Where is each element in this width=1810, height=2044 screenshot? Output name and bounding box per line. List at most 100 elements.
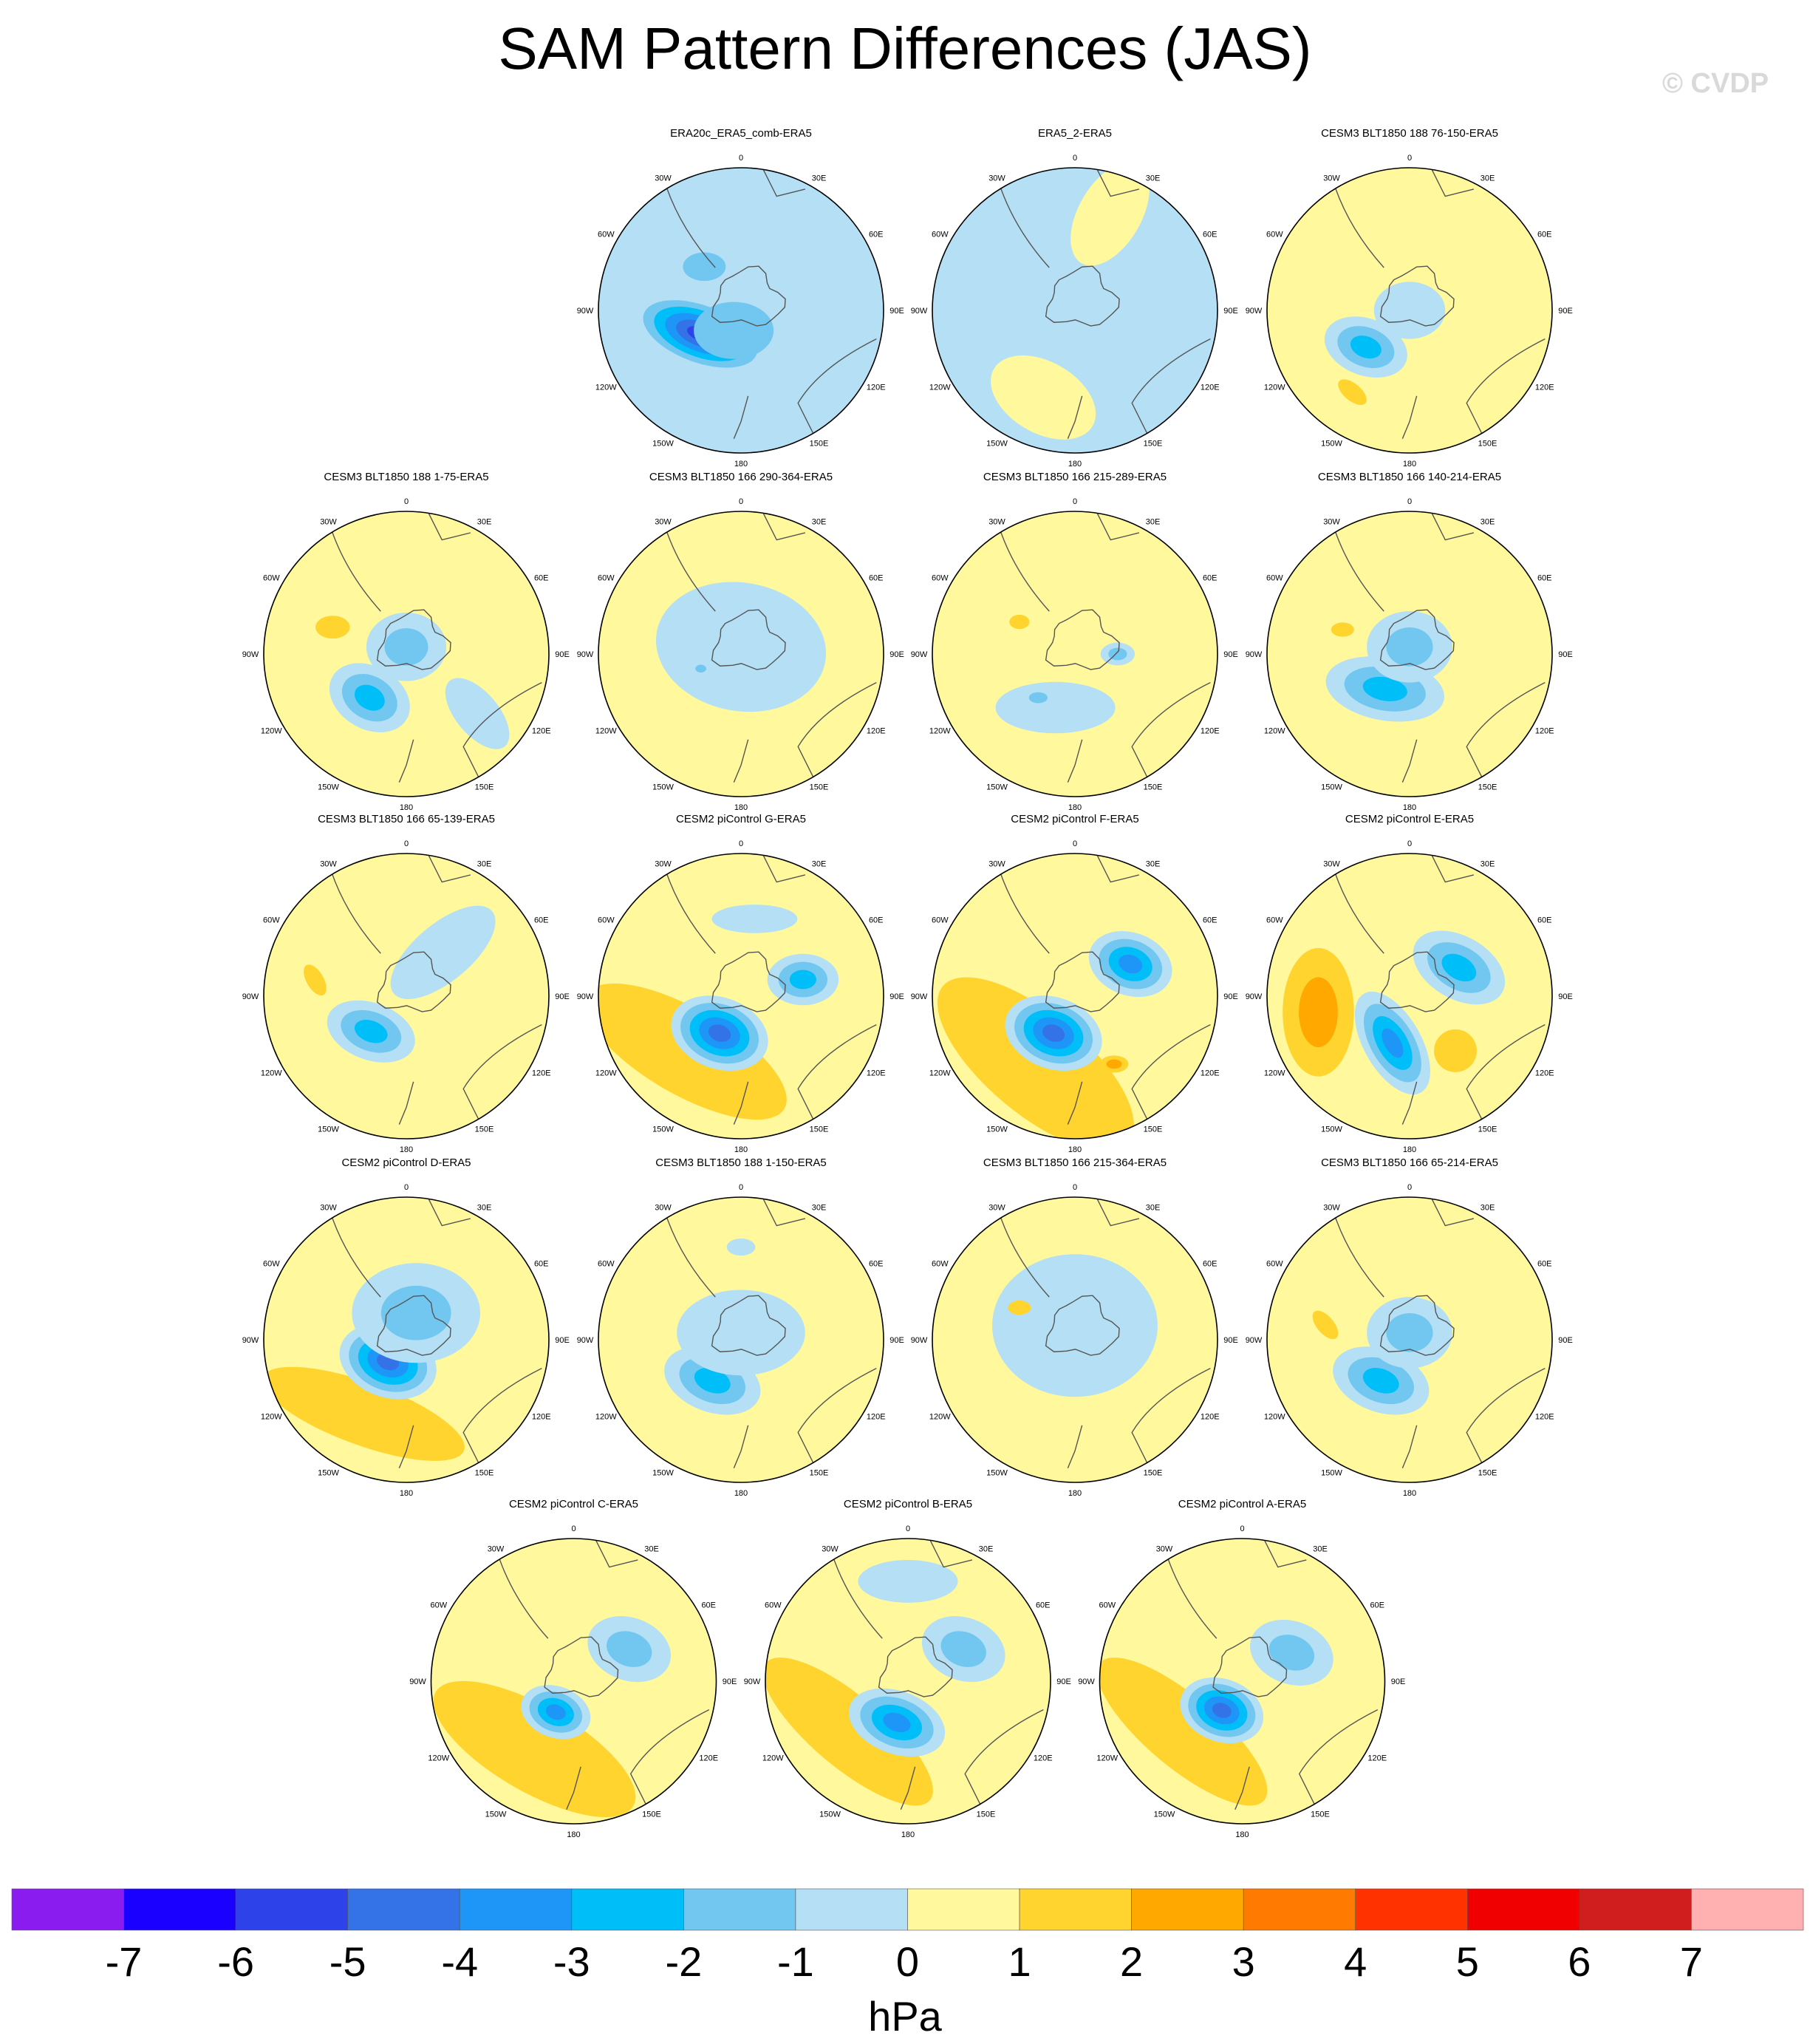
contour-region — [606, 1631, 652, 1667]
longitude-label: 120E — [1535, 727, 1554, 736]
panel-title: ERA5_2-ERA5 — [1038, 127, 1112, 140]
longitude-label: 120W — [261, 1069, 282, 1078]
longitude-label: 150E — [475, 1468, 494, 1477]
longitude-label: 30W — [1323, 518, 1340, 527]
contour-region — [1373, 282, 1446, 339]
new-zealand-coastline — [398, 1425, 414, 1468]
contour-region — [1362, 676, 1407, 701]
longitude-label: 150E — [1144, 1125, 1163, 1134]
longitude-label: 150W — [485, 1810, 507, 1819]
map-panel: CESM3 BLT1850 166 290-364-ERA5 0 30E 60E 90E… — [577, 471, 904, 812]
longitude-label: 150E — [475, 783, 494, 791]
map-field — [932, 1197, 1218, 1482]
longitude-label: 120W — [929, 1413, 951, 1422]
contour-region — [883, 1712, 911, 1733]
longitude-label: 90E — [1558, 1336, 1573, 1345]
panel-title: CESM2 piControl A-ERA5 — [1178, 1498, 1306, 1510]
longitude-label: 150W — [318, 783, 339, 791]
contour-region — [433, 1680, 636, 1817]
longitude-label: 60E — [869, 916, 884, 925]
longitude-label: 60W — [1266, 231, 1283, 239]
new-zealand-coastline — [733, 739, 749, 783]
longitude-label: 120W — [261, 727, 282, 736]
africa-coastline — [427, 511, 471, 541]
contour-region — [354, 1020, 388, 1043]
contour-region — [677, 1290, 805, 1376]
longitude-label: 120W — [261, 1413, 282, 1422]
new-zealand-coastline — [1401, 1081, 1418, 1125]
longitude-label: 180 — [1068, 1145, 1082, 1154]
new-zealand-coastline — [1067, 1081, 1083, 1125]
longitude-label: 90E — [1558, 992, 1573, 1001]
longitude-label: 60W — [932, 916, 949, 925]
longitude-label: 30W — [320, 1204, 337, 1213]
longitude-label: 150W — [1321, 1468, 1342, 1477]
longitude-label: 0 — [1073, 1183, 1077, 1192]
longitude-label: 0 — [739, 1183, 743, 1192]
map-field — [932, 854, 1218, 1139]
colorbar-tick-label: -6 — [217, 1938, 254, 1985]
longitude-label: 150W — [986, 439, 1008, 448]
longitude-label: 30E — [812, 1204, 827, 1213]
longitude-label: 30W — [1156, 1545, 1173, 1554]
map-border — [1266, 511, 1553, 797]
longitude-label: 150W — [819, 1810, 841, 1819]
colorbar-swatch — [1579, 1888, 1692, 1931]
colorbar-swatch — [1355, 1888, 1468, 1931]
map-field — [765, 1539, 1051, 1824]
longitude-label: 180 — [734, 803, 748, 812]
longitude-label: 120W — [1096, 1754, 1118, 1763]
map-border — [598, 1196, 884, 1483]
colorbar-swatch — [571, 1888, 684, 1931]
panel-title: CESM3 BLT1850 166 215-364-ERA5 — [983, 1156, 1167, 1169]
contour-region — [992, 1254, 1158, 1397]
map-border — [932, 1196, 1218, 1483]
panel-title: CESM2 piControl D-ERA5 — [341, 1156, 471, 1169]
antarctica-coastline — [711, 609, 786, 670]
longitude-label: 30E — [1481, 860, 1495, 869]
longitude-label: 90E — [889, 307, 904, 316]
map-field — [264, 1197, 549, 1482]
longitude-label: 150E — [1311, 1810, 1330, 1819]
longitude-label: 150W — [318, 1125, 339, 1134]
watermark: © CVDP — [1662, 68, 1769, 99]
new-zealand-coastline — [398, 739, 414, 783]
longitude-label: 60W — [1099, 1601, 1116, 1610]
panel-title: CESM2 piControl G-ERA5 — [676, 813, 806, 825]
longitude-label: 120E — [532, 1069, 551, 1078]
colorbar-tick-label: -2 — [665, 1938, 702, 1985]
antarctica-coastline — [376, 609, 451, 670]
colorbar-swatch — [1019, 1888, 1132, 1931]
longitude-label: 150W — [1321, 439, 1342, 448]
contour-region — [940, 1631, 986, 1667]
longitude-label: 90E — [1056, 1677, 1071, 1686]
panel-title: ERA20c_ERA5_comb-ERA5 — [670, 127, 812, 140]
africa-coastline — [594, 1539, 638, 1568]
longitude-label: 60E — [534, 574, 549, 583]
contour-region — [1362, 1368, 1399, 1394]
map-field — [598, 854, 884, 1139]
colorbar-tick-label: 3 — [1232, 1938, 1255, 1985]
africa-coastline — [762, 854, 806, 883]
australia-coastline — [797, 1023, 877, 1132]
longitude-label: 60E — [1036, 1601, 1051, 1610]
australia-coastline — [462, 1023, 542, 1132]
longitude-label: 90W — [1246, 650, 1263, 659]
longitude-label: 180 — [1068, 803, 1082, 812]
colorbar: -7 -6 -5 -4 -3 -2 -1 0 1 2 3 4 5 6 7 hPa — [11, 1888, 1804, 2040]
contour-region — [380, 1285, 451, 1340]
contour-region — [1299, 977, 1338, 1048]
longitude-label: 120E — [1535, 1069, 1554, 1078]
contour-region — [354, 684, 385, 711]
australia-coastline — [1466, 1023, 1546, 1132]
antarctica-coastline — [1045, 1295, 1120, 1356]
longitude-label: 30E — [1481, 1204, 1495, 1213]
map-field — [1099, 1539, 1385, 1824]
longitude-label: 0 — [1407, 154, 1412, 163]
longitude-label: 30E — [1146, 1204, 1161, 1213]
map-panel: CESM3 BLT1850 188 1-150-ERA5 0 30E 60E 90E 12… — [577, 1156, 904, 1498]
australia-coastline — [1131, 681, 1211, 790]
longitude-label: 120E — [1535, 384, 1554, 392]
longitude-label: 90E — [1223, 1336, 1238, 1345]
longitude-label: 30E — [812, 174, 827, 183]
